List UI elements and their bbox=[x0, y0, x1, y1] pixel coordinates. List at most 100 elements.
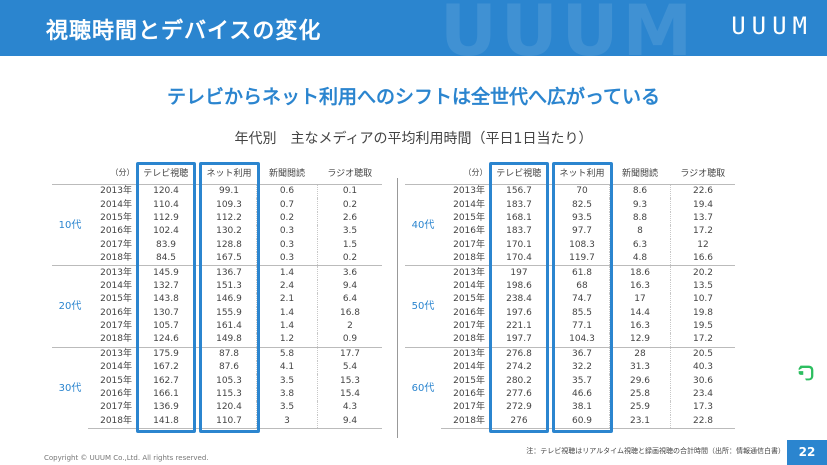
age-group-label: 40代 bbox=[405, 183, 441, 266]
net-value: 97.7 bbox=[554, 225, 610, 239]
company-logo: UUUM bbox=[731, 12, 813, 40]
net-value: 155.9 bbox=[201, 306, 257, 320]
tv-value: 276 bbox=[491, 414, 546, 430]
tv-value: 280.2 bbox=[491, 374, 546, 388]
tv-value: 143.8 bbox=[138, 293, 193, 307]
table-row: 2016年 130.7 155.9 1.4 16.8 bbox=[52, 306, 382, 320]
radio-value: 13.5 bbox=[670, 279, 735, 294]
year-cell: 2017年 bbox=[453, 321, 485, 332]
column-gap bbox=[546, 225, 555, 238]
net-value: 61.8 bbox=[554, 265, 610, 280]
news-value: 16.3 bbox=[609, 279, 671, 294]
column-gap bbox=[193, 184, 202, 199]
table-row: 10代 2013年 120.4 99.1 0.6 0.1 bbox=[52, 183, 382, 266]
year-cell: 2017年 bbox=[100, 239, 132, 250]
table-row: 2015年 280.2 35.7 29.6 30.6 bbox=[405, 374, 735, 388]
evernote-elephant-icon[interactable] bbox=[795, 362, 817, 388]
radio-value: 9.4 bbox=[317, 414, 382, 430]
year-cell: 2018年 bbox=[88, 251, 139, 267]
news-value: 3.5 bbox=[256, 374, 318, 388]
radio-value: 0.2 bbox=[317, 198, 382, 212]
column-gap bbox=[193, 388, 202, 401]
panel-divider bbox=[397, 178, 398, 438]
year-cell: 2016年 bbox=[100, 307, 132, 318]
net-value: 110.7 bbox=[201, 414, 257, 430]
column-gap bbox=[193, 198, 202, 211]
year-cell: 2017年 bbox=[453, 239, 485, 250]
media-time-table-right: （分） テレビ視聴 ネット利用 新聞閲読 ラジオ聴取 40代 2013年 156.7… bbox=[405, 160, 735, 433]
news-value: 8.6 bbox=[609, 184, 671, 199]
news-value: 9.3 bbox=[609, 198, 671, 212]
net-value: 109.3 bbox=[201, 198, 257, 212]
radio-value: 17.7 bbox=[317, 346, 382, 362]
year-cell: 2018年 bbox=[441, 414, 492, 430]
year-cell: 2017年 bbox=[453, 402, 485, 413]
column-header-net: ネット利用 bbox=[201, 160, 257, 185]
net-value: 128.8 bbox=[201, 238, 257, 252]
net-value: 151.3 bbox=[201, 279, 257, 294]
table-row: 2018年 170.4 119.7 4.8 16.6 bbox=[405, 251, 735, 267]
tv-value: 84.5 bbox=[138, 251, 193, 267]
tv-value: 112.9 bbox=[138, 211, 193, 226]
age-group-label: 30代 bbox=[52, 346, 88, 429]
net-value: 112.2 bbox=[201, 211, 257, 226]
net-value: 161.4 bbox=[201, 319, 257, 334]
year-cell: 2017年 bbox=[100, 321, 132, 332]
table-row: 40代 2013年 156.7 70 8.6 22.6 bbox=[405, 183, 735, 266]
table-row: 2015年 112.9 112.2 0.2 2.6 bbox=[52, 211, 382, 226]
table-row: 2018年 276 60.9 23.1 22.8 bbox=[405, 414, 735, 430]
news-value: 6.3 bbox=[609, 238, 671, 252]
table-row: 2017年 83.9 128.8 0.3 1.5 bbox=[52, 238, 382, 252]
net-value: 115.3 bbox=[201, 387, 257, 402]
table-row: 2015年 162.7 105.3 3.5 15.3 bbox=[52, 374, 382, 388]
net-value: 99.1 bbox=[201, 184, 257, 199]
tv-value: 102.4 bbox=[138, 225, 193, 239]
year-cell: 2017年 bbox=[100, 402, 132, 413]
column-gap bbox=[193, 401, 202, 414]
news-value: 0.2 bbox=[256, 211, 318, 226]
column-header-news: 新聞閲読 bbox=[256, 160, 318, 185]
net-value: 93.5 bbox=[554, 211, 610, 226]
news-value: 0.6 bbox=[256, 184, 318, 199]
tv-value: 130.7 bbox=[138, 306, 193, 320]
news-value: 18.6 bbox=[609, 265, 671, 280]
table-row: 2017年 221.1 77.1 16.3 19.5 bbox=[405, 319, 735, 334]
news-value: 2.4 bbox=[256, 279, 318, 294]
radio-value: 15.4 bbox=[317, 387, 382, 402]
column-gap bbox=[546, 293, 555, 306]
net-value: 87.6 bbox=[201, 361, 257, 375]
year-cell: 2015年 bbox=[100, 294, 132, 305]
news-value: 3.8 bbox=[256, 387, 318, 402]
tv-value: 167.2 bbox=[138, 361, 193, 375]
column-gap bbox=[193, 307, 202, 320]
year-cell: 2014年 bbox=[100, 199, 132, 210]
radio-value: 3.5 bbox=[317, 225, 382, 239]
net-value: 32.2 bbox=[554, 361, 610, 375]
net-value: 82.5 bbox=[554, 198, 610, 212]
year-cell: 2016年 bbox=[453, 307, 485, 318]
column-gap bbox=[546, 184, 555, 199]
radio-value: 22.6 bbox=[670, 184, 735, 199]
tv-value: 221.1 bbox=[491, 319, 546, 334]
radio-value: 17.3 bbox=[670, 401, 735, 415]
header-watermark: UUUM bbox=[440, 0, 697, 56]
news-value: 8 bbox=[609, 225, 671, 239]
column-header-tv: テレビ視聴 bbox=[491, 160, 546, 185]
radio-value: 16.6 bbox=[670, 251, 735, 267]
year-cell: 2013年 bbox=[88, 265, 139, 280]
year-cell: 2016年 bbox=[453, 226, 485, 237]
news-value: 29.6 bbox=[609, 374, 671, 388]
tv-value: 83.9 bbox=[138, 238, 193, 252]
column-header-radio: ラジオ聴取 bbox=[317, 160, 382, 185]
column-gap bbox=[193, 333, 202, 348]
tv-value: 197.6 bbox=[491, 306, 546, 320]
table-row: 2015年 168.1 93.5 8.8 13.7 bbox=[405, 211, 735, 226]
radio-value: 2.6 bbox=[317, 211, 382, 226]
column-gap bbox=[546, 212, 555, 225]
table-row: 50代 2013年 197 61.8 18.6 20.2 bbox=[405, 265, 735, 348]
news-value: 4.1 bbox=[256, 361, 318, 375]
column-gap bbox=[546, 388, 555, 401]
column-gap bbox=[546, 265, 555, 280]
table-row: 2016年 166.1 115.3 3.8 15.4 bbox=[52, 387, 382, 402]
tv-value: 170.1 bbox=[491, 238, 546, 252]
